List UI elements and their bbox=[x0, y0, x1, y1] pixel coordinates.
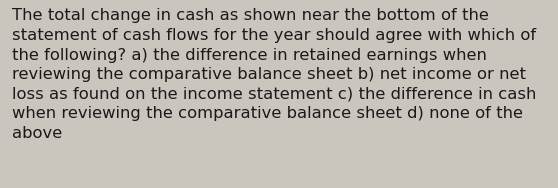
Text: The total change in cash as shown near the bottom of the
statement of cash flows: The total change in cash as shown near t… bbox=[12, 8, 537, 141]
